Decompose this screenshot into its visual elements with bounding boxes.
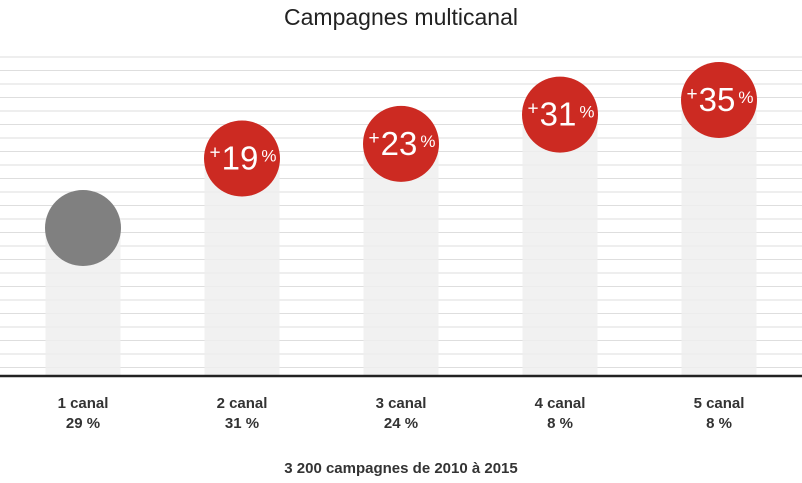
data-label-3: +23% (369, 125, 436, 162)
bar-3 (363, 143, 439, 376)
category-name: 2 canal (216, 395, 268, 412)
data-label-value: 19 (222, 140, 259, 177)
category-share: 31 % (224, 415, 260, 432)
marker-4 (522, 76, 598, 153)
data-label-unit: % (420, 132, 435, 151)
data-label-unit: % (579, 103, 594, 122)
chart-footnote: 3 200 campagnes de 2010 à 2015 (284, 460, 518, 477)
category-label-3: 3 canal 24 % (341, 394, 461, 434)
marker-5 (681, 62, 757, 138)
chart-title: Campagnes multicanal (284, 4, 518, 30)
category-share: 8 % (547, 415, 573, 432)
data-label-value: 31 (540, 96, 577, 133)
category-name: 4 canal (534, 395, 586, 412)
category-share: 24 % (383, 415, 419, 432)
category-label-2: 2 canal 31 % (182, 394, 302, 434)
category-share: 29 % (65, 415, 101, 432)
data-label-4: +31% (528, 96, 595, 133)
data-label-2: +19% (210, 140, 277, 177)
category-share: 8 % (706, 415, 732, 432)
bar-4 (522, 114, 598, 376)
category-name: 3 canal (375, 395, 427, 412)
data-label-sign: + (687, 84, 698, 105)
data-label-5: +35% (687, 81, 754, 118)
category-label-5: 5 canal 8 % (659, 394, 779, 434)
chart-plot: +19 %+23 %+31 %+35% (0, 56, 802, 378)
data-label-value: 35 (699, 81, 736, 118)
data-label-sign: + (528, 99, 539, 120)
bar-5 (681, 100, 757, 376)
data-label-value: 23 (381, 125, 418, 162)
marker-1 (45, 190, 121, 266)
bars (45, 100, 757, 376)
data-label-unit: % (738, 88, 753, 107)
data-label-sign: + (210, 143, 221, 164)
marker-2 (204, 120, 280, 197)
data-label-sign: + (369, 128, 380, 149)
category-label-4: 4 canal 8 % (500, 394, 620, 434)
category-label-1: 1 canal 29 % (23, 394, 143, 434)
category-name: 1 canal (57, 395, 109, 412)
data-label-unit: % (261, 147, 276, 166)
category-name: 5 canal (693, 395, 745, 412)
marker-3 (363, 105, 439, 182)
value-markers: +19 %+23 %+31 %+35% (45, 62, 757, 266)
